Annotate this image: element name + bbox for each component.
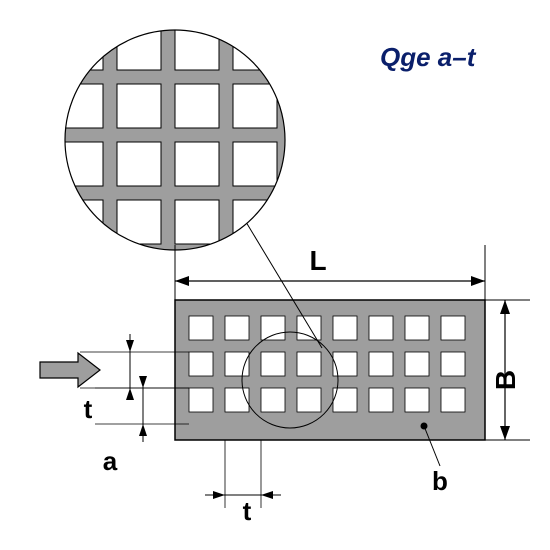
plate-hole <box>405 352 429 376</box>
dim-label-t-vert: t <box>84 394 93 424</box>
dim-label-a: a <box>103 446 118 476</box>
plate-hole <box>261 316 285 340</box>
feed-arrow-icon <box>40 353 100 387</box>
plate <box>175 300 485 440</box>
plate-hole <box>297 352 321 376</box>
plate-hole <box>441 316 465 340</box>
plate-hole <box>333 316 357 340</box>
dim-label-L: L <box>309 245 326 276</box>
diagram-canvas: LBtatb <box>0 0 550 550</box>
plate-hole <box>261 352 285 376</box>
dim-label-B: B <box>490 370 521 390</box>
plate-hole <box>189 352 213 376</box>
plate-hole <box>225 388 249 412</box>
plate-hole <box>369 316 393 340</box>
plate-hole <box>441 352 465 376</box>
plate-hole <box>405 388 429 412</box>
plate-hole <box>189 316 213 340</box>
plate-hole <box>189 388 213 412</box>
dim-label-b: b <box>432 466 448 496</box>
plate-hole <box>297 388 321 412</box>
diagram-title: Qge a–t <box>380 42 475 73</box>
plate-hole <box>333 352 357 376</box>
plate-hole <box>261 388 285 412</box>
plate-hole <box>369 388 393 412</box>
plate-hole <box>225 316 249 340</box>
plate-hole <box>405 316 429 340</box>
dim-label-t-horiz: t <box>243 496 252 526</box>
plate-hole <box>441 388 465 412</box>
plate-hole <box>225 352 249 376</box>
plate-hole <box>369 352 393 376</box>
